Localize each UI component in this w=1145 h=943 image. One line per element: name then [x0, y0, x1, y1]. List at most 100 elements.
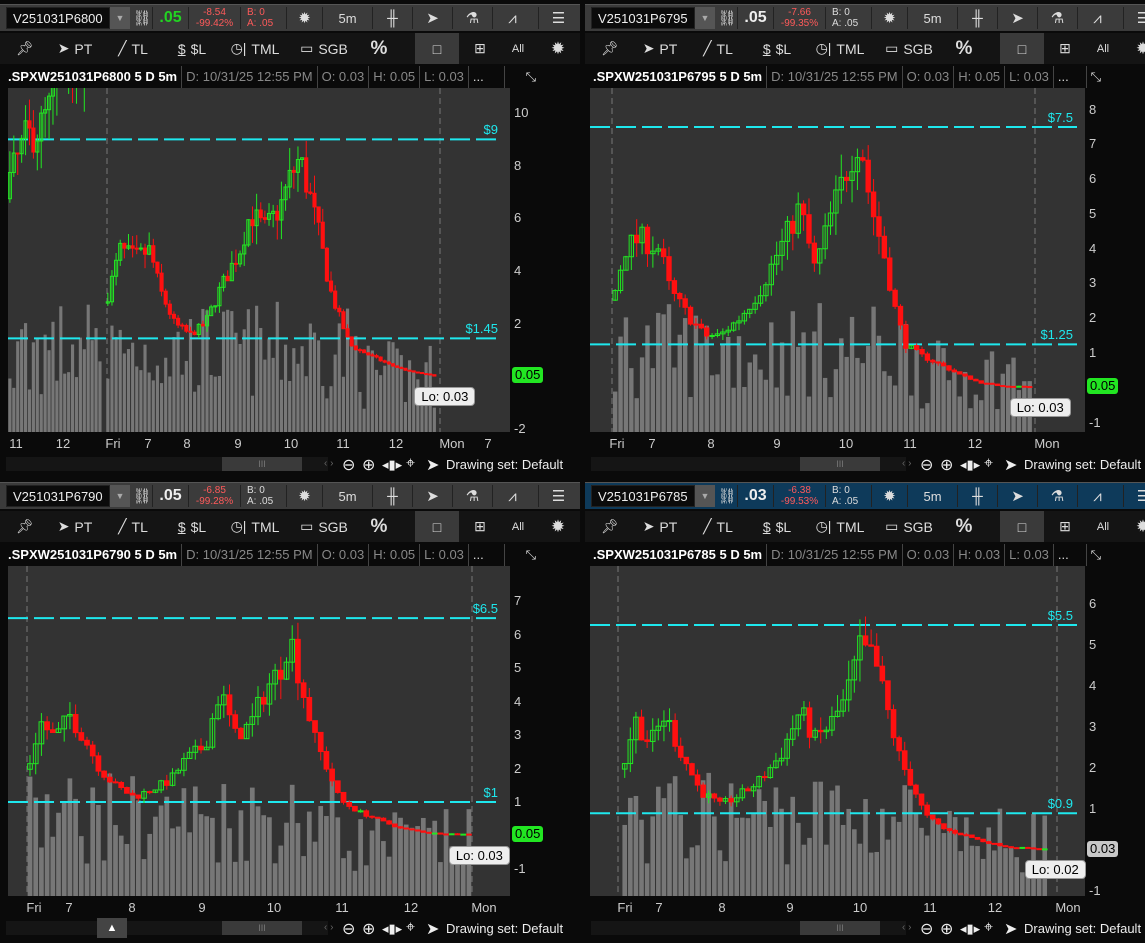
drawing-set-selector[interactable]: Drawing set: Default — [446, 921, 564, 936]
time-axis[interactable]: Fri 7 8 9 10 11 12 Mon — [0, 900, 580, 918]
scrollbar-thumb[interactable]: III — [222, 457, 302, 471]
cursor-icon[interactable]: ➤ — [412, 485, 452, 507]
pan-icon[interactable]: ◂▮▸ — [382, 921, 403, 936]
expand-collapse-icon[interactable]: ⤡ — [1090, 547, 1101, 562]
pin-icon[interactable]: 📌︎ — [601, 40, 619, 56]
single-layout-button[interactable]: □ — [1000, 33, 1044, 64]
rectangle-tool[interactable]: ▭ SGB — [879, 33, 939, 64]
link-icon[interactable]: ⛓ — [717, 10, 737, 27]
pin-icon[interactable]: 📌︎ — [601, 518, 619, 534]
price-axis[interactable]: 8 7 6 5 4 3 2 1 -1 0.05 — [1085, 88, 1145, 432]
cursor-icon[interactable]: ➤ — [426, 921, 440, 938]
link-icon[interactable]: ⛓ — [717, 488, 737, 505]
price-axis[interactable]: 6 5 4 3 2 1 -1 0.03 — [1085, 566, 1145, 898]
timeline-tool[interactable]: ◷| TML — [811, 33, 869, 64]
candle-style-icon[interactable]: ╫ — [372, 7, 412, 29]
cursor-icon[interactable]: ➤ — [997, 485, 1037, 507]
scrollbar-thumb[interactable]: III — [800, 457, 880, 471]
gear-icon[interactable]: ✹ — [1135, 516, 1145, 536]
price-chart[interactable]: $5.5 $0.9 Lo: 0.02 — [590, 566, 1086, 896]
all-button[interactable]: All — [511, 520, 525, 533]
pan-icon[interactable]: ◂▮▸ — [382, 457, 403, 472]
timeframe-button[interactable]: 5m — [322, 7, 372, 29]
price-chart[interactable]: $9 $1.45 Lo: 0.03 — [8, 88, 510, 432]
flask-icon[interactable]: ⚗ — [1037, 7, 1077, 29]
list-icon[interactable]: ☰ — [538, 7, 578, 29]
crosshair-icon[interactable]: ⌖ — [406, 919, 416, 936]
zoom-in-icon[interactable]: ⊕ — [362, 921, 376, 938]
price-axis[interactable]: 10 8 6 4 2 -2 0.05 — [510, 88, 580, 436]
time-axis[interactable]: 11 12 Fri 7 8 9 10 11 12 Mon 7 — [0, 436, 580, 454]
gear-icon[interactable]: ✹ — [286, 485, 322, 507]
trendline-tool[interactable]: ╱ TL — [693, 33, 743, 64]
single-layout-button[interactable]: □ — [415, 33, 459, 64]
gear-icon[interactable]: ✹ — [871, 7, 907, 29]
timeline-tool[interactable]: ◷| TML — [226, 511, 284, 542]
price-level-tool[interactable]: $ $L — [166, 33, 218, 64]
grid-icon[interactable]: ⊞ — [1059, 40, 1071, 56]
gear-icon[interactable]: ✹ — [550, 38, 566, 58]
time-axis[interactable]: Fri 7 8 9 10 11 12 Mon — [585, 436, 1145, 454]
symbol-dropdown-button[interactable]: ▼ — [695, 7, 715, 29]
cursor-icon[interactable]: ➤ — [426, 457, 440, 474]
scrollbar-thumb[interactable]: III — [222, 921, 302, 935]
list-icon[interactable]: ☰ — [1123, 7, 1145, 29]
symbol-input[interactable]: V251031P6785 — [591, 485, 695, 507]
price-tag-tool[interactable]: ➤ PT — [637, 511, 683, 542]
price-level-tool[interactable]: $ $L — [751, 33, 803, 64]
price-tag-tool[interactable]: ➤ PT — [637, 33, 683, 64]
rectangle-tool[interactable]: ▭ SGB — [294, 33, 354, 64]
cursor-icon[interactable]: ➤ — [997, 7, 1037, 29]
trendline-tool[interactable]: ╱ TL — [693, 511, 743, 542]
price-level-tool[interactable]: $ $L — [751, 511, 803, 542]
symbol-input[interactable]: V251031P6790 — [6, 485, 110, 507]
crosshair-icon[interactable]: ⌖ — [984, 919, 994, 936]
price-chart[interactable]: $6.5 $1 Lo: 0.03 — [8, 566, 510, 896]
drawing-set-selector[interactable]: Drawing set: Default — [1024, 457, 1142, 472]
candle-style-icon[interactable]: ╫ — [957, 485, 997, 507]
percent-tool[interactable]: % — [370, 37, 388, 59]
gear-icon[interactable]: ✹ — [550, 516, 566, 536]
timeframe-button[interactable]: 5m — [322, 485, 372, 507]
all-button[interactable]: All — [1096, 520, 1110, 533]
cursor-icon[interactable]: ➤ — [1004, 921, 1018, 938]
pan-icon[interactable]: ◂▮▸ — [960, 457, 981, 472]
drawing-icon[interactable]: ⩘ — [1077, 485, 1117, 507]
expand-collapse-icon[interactable]: ⤡ — [525, 69, 536, 84]
zoom-out-icon[interactable]: ⊖ — [342, 921, 356, 938]
grid-icon[interactable]: ⊞ — [474, 40, 486, 56]
list-icon[interactable]: ☰ — [1123, 485, 1145, 507]
price-axis[interactable]: 7 6 5 4 3 2 1 -1 0.05 — [510, 566, 580, 896]
rectangle-tool[interactable]: ▭ SGB — [879, 511, 939, 542]
symbol-dropdown-button[interactable]: ▼ — [110, 7, 130, 29]
single-layout-button[interactable]: □ — [415, 511, 459, 542]
price-tag-tool[interactable]: ➤ PT — [52, 511, 98, 542]
more-button[interactable]: ... — [1054, 544, 1087, 566]
rectangle-tool[interactable]: ▭ SGB — [294, 511, 354, 542]
zoom-out-icon[interactable]: ⊖ — [920, 457, 934, 474]
drawing-set-selector[interactable]: Drawing set: Default — [446, 457, 564, 472]
cursor-icon[interactable]: ➤ — [1004, 457, 1018, 474]
single-layout-button[interactable]: □ — [1000, 511, 1044, 542]
pin-icon[interactable]: 📌︎ — [16, 40, 34, 56]
expand-up-button[interactable]: ▲ — [97, 918, 127, 938]
symbol-dropdown-button[interactable]: ▼ — [695, 485, 715, 507]
timeline-tool[interactable]: ◷| TML — [226, 33, 284, 64]
more-button[interactable]: ... — [469, 66, 505, 88]
percent-tool[interactable]: % — [955, 515, 973, 537]
link-icon[interactable]: ⛓ — [132, 10, 152, 27]
candle-style-icon[interactable]: ╫ — [372, 485, 412, 507]
zoom-in-icon[interactable]: ⊕ — [362, 457, 376, 474]
drawing-icon[interactable]: ⩘ — [1077, 7, 1117, 29]
expand-collapse-icon[interactable]: ⤡ — [1090, 69, 1101, 84]
cursor-icon[interactable]: ➤ — [412, 7, 452, 29]
price-level-tool[interactable]: $ $L — [166, 511, 218, 542]
drawing-icon[interactable]: ⩘ — [492, 485, 532, 507]
list-icon[interactable]: ☰ — [538, 485, 578, 507]
zoom-out-icon[interactable]: ⊖ — [342, 457, 356, 474]
crosshair-icon[interactable]: ⌖ — [984, 455, 994, 472]
more-button[interactable]: ... — [1054, 66, 1087, 88]
gear-icon[interactable]: ✹ — [1135, 38, 1145, 58]
symbol-input[interactable]: V251031P6800 — [6, 7, 110, 29]
time-axis[interactable]: Fri 7 8 9 10 11 12 Mon — [585, 900, 1145, 918]
